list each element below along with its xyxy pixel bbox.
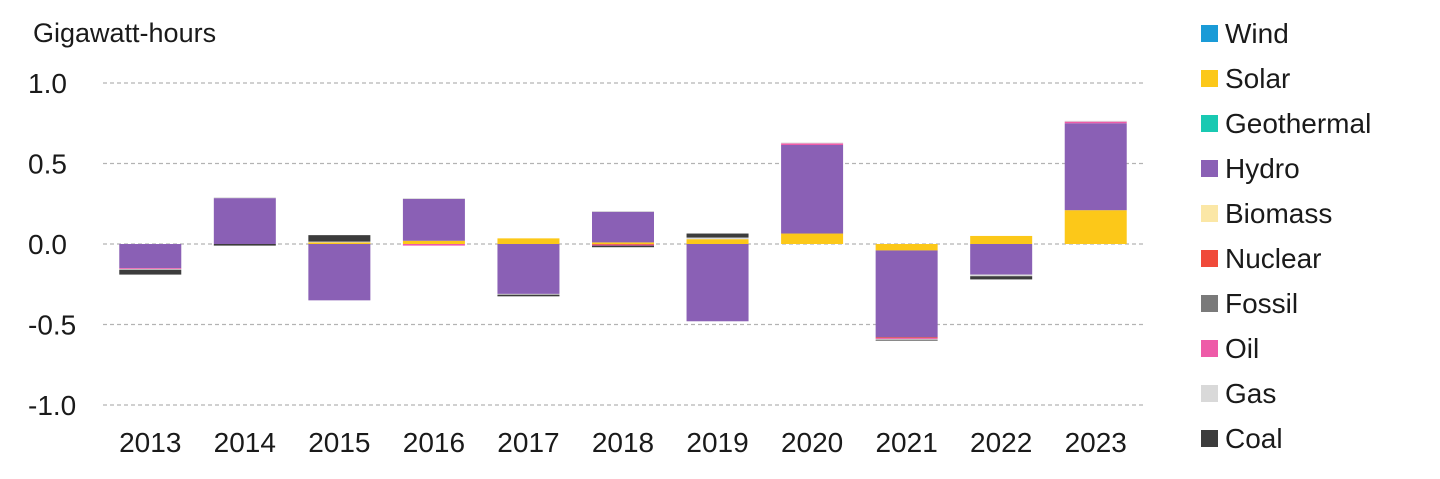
bar-segment	[308, 235, 371, 242]
x-tick-label: 2020	[781, 427, 843, 458]
bar-segment	[592, 210, 654, 212]
bar-segment	[119, 268, 182, 269]
x-tick-label: 2014	[214, 427, 276, 458]
bar-segment	[686, 239, 749, 244]
bar-segment	[686, 237, 749, 240]
bar-segment	[308, 244, 371, 301]
x-tick-label: 2015	[308, 427, 370, 458]
bar-segment	[970, 276, 1033, 280]
bar-segment	[875, 339, 938, 341]
bar-segment	[781, 144, 844, 234]
bar-segment	[308, 242, 371, 244]
legend-label: Geothermal	[1225, 108, 1371, 139]
bar-segment	[970, 244, 1033, 275]
x-tick-label: 2018	[592, 427, 654, 458]
bar-segment	[781, 233, 844, 244]
bar-segment	[592, 211, 654, 243]
x-tick-label: 2016	[403, 427, 465, 458]
x-tick-label: 2023	[1065, 427, 1127, 458]
bar-segment	[875, 338, 938, 340]
bar-segment	[308, 241, 371, 243]
bar-segment	[402, 244, 465, 246]
legend-label: Hydro	[1225, 153, 1300, 184]
bar-segment	[1064, 210, 1127, 244]
x-tick-label: 2017	[497, 427, 559, 458]
legend-label: Solar	[1225, 63, 1290, 94]
legend-label: Gas	[1225, 378, 1276, 409]
bar-segment	[1064, 123, 1127, 211]
bar-segment	[1064, 120, 1127, 122]
bar-segment	[213, 197, 276, 199]
y-tick-label: 1.0	[28, 68, 67, 99]
x-tick-label: 2019	[686, 427, 748, 458]
y-tick-label: 0.0	[28, 229, 67, 260]
bar-segment	[875, 337, 938, 339]
x-tick-label: 2022	[970, 427, 1032, 458]
x-tick-labels: 2013 2014 2015 2016 2017 2018 2019 2020 2021 2022…	[119, 427, 1127, 458]
legend-swatch	[1201, 250, 1218, 267]
bars	[119, 120, 1127, 341]
legend-swatch	[1201, 25, 1218, 42]
legend-swatch	[1201, 160, 1218, 177]
bar-segment	[402, 198, 465, 199]
bar-segment	[970, 235, 1033, 244]
legend-label: Biomass	[1225, 198, 1332, 229]
legend-swatch	[1201, 430, 1218, 447]
bar-segment	[592, 242, 654, 244]
legend: Wind Solar Geothermal Hydro Biomass Nuclear Fo…	[1201, 18, 1371, 454]
legend-swatch	[1201, 295, 1218, 312]
bar-segment	[497, 294, 560, 297]
bar-segment	[119, 244, 182, 269]
legend-swatch	[1201, 70, 1218, 87]
legend-label: Wind	[1225, 18, 1289, 49]
legend-label: Nuclear	[1225, 243, 1321, 274]
legend-swatch	[1201, 385, 1218, 402]
legend-label: Fossil	[1225, 288, 1298, 319]
bar-segment	[875, 338, 938, 339]
bar-segment	[497, 293, 560, 295]
bar-segment	[213, 244, 276, 246]
y-axis-title: Gigawatt-hours	[33, 18, 216, 48]
bar-segment	[781, 142, 844, 144]
bar-segment	[1064, 121, 1127, 124]
bar-segment	[592, 244, 654, 246]
bar-segment	[686, 233, 749, 238]
bar-segment	[875, 244, 938, 251]
bar-segment	[119, 268, 182, 270]
legend-swatch	[1201, 115, 1218, 132]
bar-segment	[402, 198, 465, 241]
bar-segment	[497, 244, 560, 294]
bar-segment	[402, 240, 465, 244]
y-tick-labels: 1.0 0.5 0.0 -0.5 -1.0	[28, 68, 76, 421]
bar-segment	[592, 245, 654, 248]
bar-segment	[213, 198, 276, 244]
bar-segment	[686, 244, 749, 322]
y-tick-label: -1.0	[28, 390, 76, 421]
y-tick-label: 0.5	[28, 149, 67, 180]
legend-swatch	[1201, 340, 1218, 357]
y-tick-label: -0.5	[28, 310, 76, 341]
bar-segment	[497, 238, 560, 244]
legend-swatch	[1201, 205, 1218, 222]
bar-segment	[592, 244, 654, 245]
x-tick-label: 2013	[119, 427, 181, 458]
legend-label: Oil	[1225, 333, 1259, 364]
legend-label: Coal	[1225, 423, 1283, 454]
bar-segment	[875, 250, 938, 338]
x-tick-label: 2021	[875, 427, 937, 458]
bar-segment	[781, 143, 844, 145]
bar-segment	[119, 269, 182, 275]
bar-segment	[970, 274, 1033, 277]
